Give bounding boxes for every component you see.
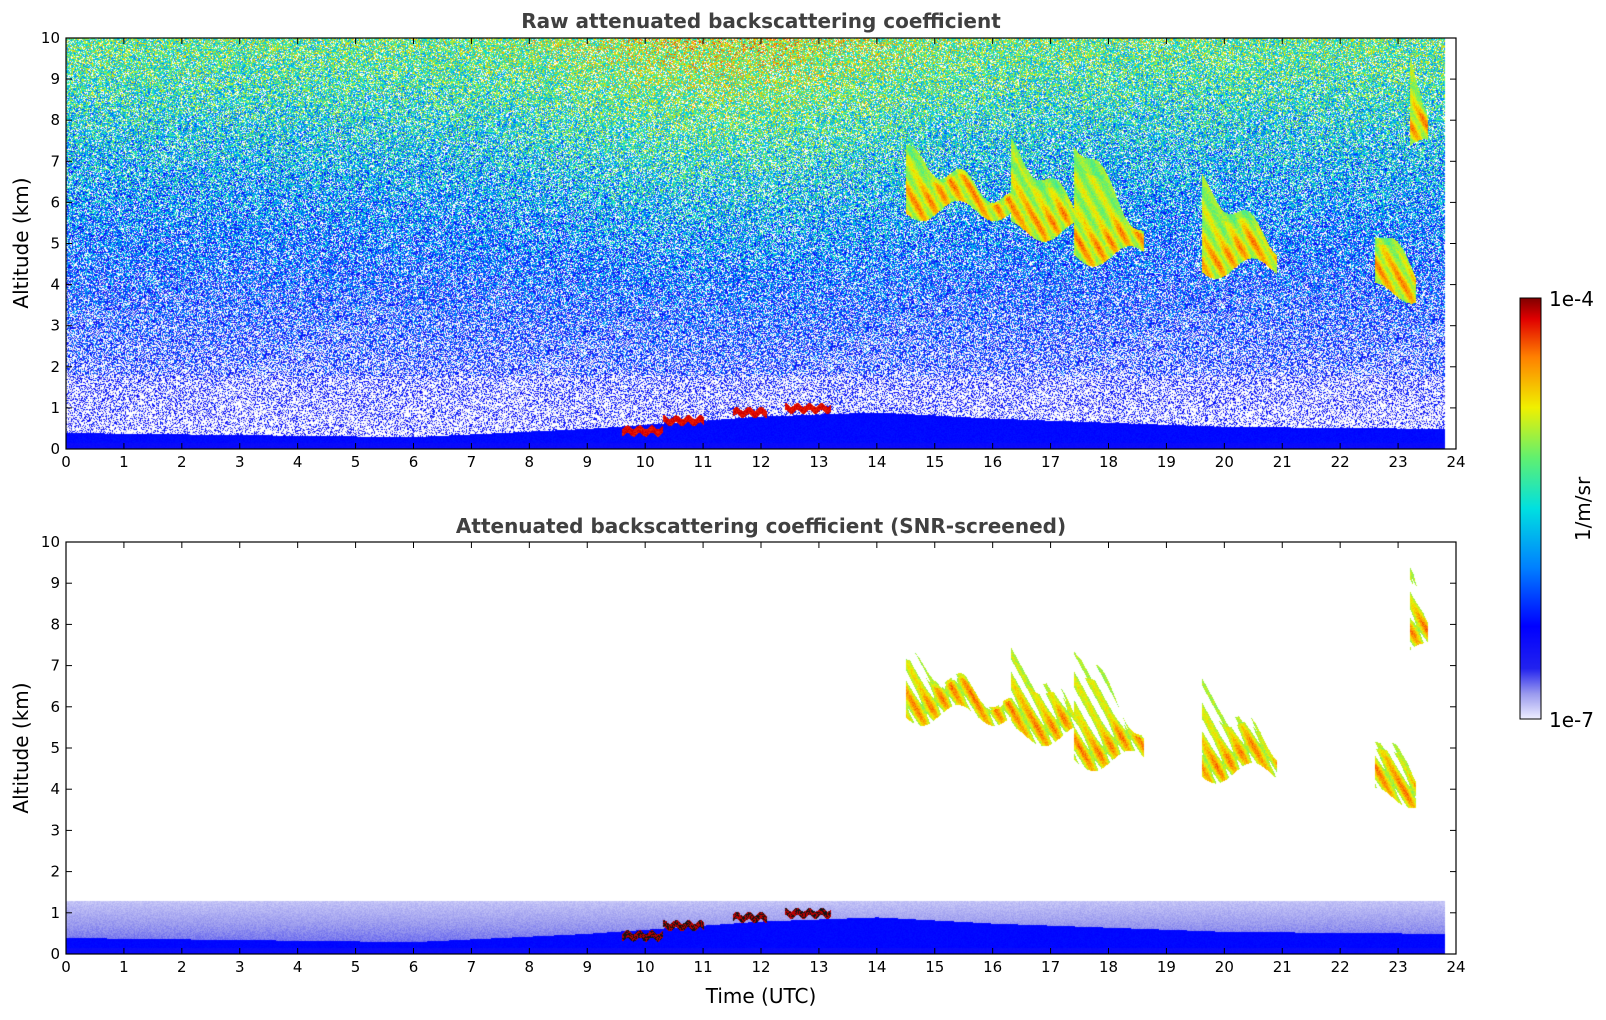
x-tick-label: 13 (809, 453, 828, 471)
x-tick-label: 20 (1215, 453, 1234, 471)
y-tick-label: 3 (50, 821, 60, 839)
x-tick-label: 3 (235, 958, 245, 976)
x-tick-label: 5 (351, 453, 361, 471)
y-tick-label: 10 (41, 533, 60, 551)
x-tick-label: 10 (636, 958, 655, 976)
x-tick-label: 4 (293, 453, 303, 471)
x-tick-label: 6 (409, 453, 419, 471)
x-tick-label: 19 (1157, 453, 1176, 471)
x-tick-label: 0 (61, 453, 71, 471)
x-tick-label: 6 (409, 958, 419, 976)
panel-screened-ylabel: Altitude (km) (9, 682, 33, 813)
y-tick-label: 4 (50, 780, 60, 798)
colorbar: 1e-4 1e-7 1/m/sr (1519, 287, 1595, 732)
x-tick-label: 1 (119, 453, 129, 471)
y-tick-label: 9 (50, 70, 60, 88)
y-tick-label: 5 (50, 235, 60, 253)
y-tick-label: 10 (41, 29, 60, 47)
y-tick-label: 8 (50, 111, 60, 129)
y-tick-label: 0 (50, 945, 60, 963)
y-tick-label: 9 (50, 574, 60, 592)
x-tick-label: 18 (1099, 453, 1118, 471)
x-tick-label: 18 (1099, 958, 1118, 976)
x-tick-label: 7 (467, 453, 477, 471)
x-tick-label: 12 (751, 958, 770, 976)
panel-raw: Raw attenuated backscattering coefficien… (9, 9, 1466, 471)
x-tick-label: 2 (177, 958, 187, 976)
x-tick-label: 14 (867, 958, 886, 976)
y-tick-label: 1 (50, 399, 60, 417)
x-tick-label: 17 (1041, 453, 1060, 471)
colorbar-unit-label: 1/m/sr (1571, 476, 1595, 541)
y-tick-label: 3 (50, 317, 60, 335)
x-tick-label: 14 (867, 453, 886, 471)
x-tick-label: 8 (525, 958, 535, 976)
x-tick-label: 19 (1157, 958, 1176, 976)
x-tick-label: 21 (1273, 453, 1292, 471)
panel-screened: Attenuated backscattering coefficient (S… (9, 514, 1466, 1008)
x-tick-label: 21 (1273, 958, 1292, 976)
x-tick-label: 15 (925, 958, 944, 976)
y-tick-label: 6 (50, 698, 60, 716)
x-tick-label: 11 (694, 958, 713, 976)
x-tick-label: 12 (751, 453, 770, 471)
colorbar-min-label: 1e-7 (1549, 708, 1594, 732)
y-tick-label: 5 (50, 739, 60, 757)
x-tick-label: 23 (1389, 958, 1408, 976)
x-tick-label: 13 (809, 958, 828, 976)
panel-raw-ylabel: Altitude (km) (9, 177, 33, 308)
panel-raw-axes: 0 1 2 3 4 5 6 7 8 9 10 11 12 13 14 15 16 17 18 19 20 21 22 23 24… (41, 29, 1466, 471)
y-tick-label: 4 (50, 276, 60, 294)
x-tick-label: 4 (293, 958, 303, 976)
panel-raw-heatmap (66, 38, 1456, 449)
colorbar-max-label: 1e-4 (1549, 287, 1594, 311)
y-tick-label: 2 (50, 863, 60, 881)
x-tick-label: 3 (235, 453, 245, 471)
x-tick-label: 9 (582, 958, 592, 976)
y-tick-label: 0 (50, 440, 60, 458)
panel-raw-title: Raw attenuated backscattering coefficien… (521, 9, 1001, 33)
x-tick-label: 15 (925, 453, 944, 471)
x-tick-label: 5 (351, 958, 361, 976)
y-tick-label: 2 (50, 358, 60, 376)
x-tick-label: 22 (1331, 453, 1350, 471)
x-tick-label: 23 (1389, 453, 1408, 471)
y-tick-label: 7 (50, 152, 60, 170)
panel-screened-title: Attenuated backscattering coefficient (S… (456, 514, 1066, 538)
x-tick-label: 24 (1446, 453, 1465, 471)
x-tick-label: 24 (1446, 958, 1465, 976)
x-tick-label: 0 (61, 958, 71, 976)
x-tick-label: 9 (582, 453, 592, 471)
x-tick-label: 11 (694, 453, 713, 471)
x-tick-label: 20 (1215, 958, 1234, 976)
x-tick-label: 16 (983, 453, 1002, 471)
x-tick-label: 8 (525, 453, 535, 471)
panel-screened-xlabel: Time (UTC) (705, 984, 817, 1008)
x-tick-label: 10 (636, 453, 655, 471)
x-tick-label: 2 (177, 453, 187, 471)
panel-screened-heatmap (66, 542, 1456, 954)
y-tick-label: 1 (50, 904, 60, 922)
y-tick-label: 7 (50, 657, 60, 675)
x-tick-label: 7 (467, 958, 477, 976)
colorbar-gradient (1519, 297, 1542, 720)
y-tick-label: 8 (50, 615, 60, 633)
y-tick-label: 6 (50, 193, 60, 211)
x-tick-label: 22 (1331, 958, 1350, 976)
panel-screened-axes: 0 1 2 3 4 5 6 7 8 9 10 11 12 13 14 15 16 17 18 19 20 21 22 23 24… (41, 533, 1466, 976)
x-tick-label: 1 (119, 958, 129, 976)
x-tick-label: 16 (983, 958, 1002, 976)
x-tick-label: 17 (1041, 958, 1060, 976)
